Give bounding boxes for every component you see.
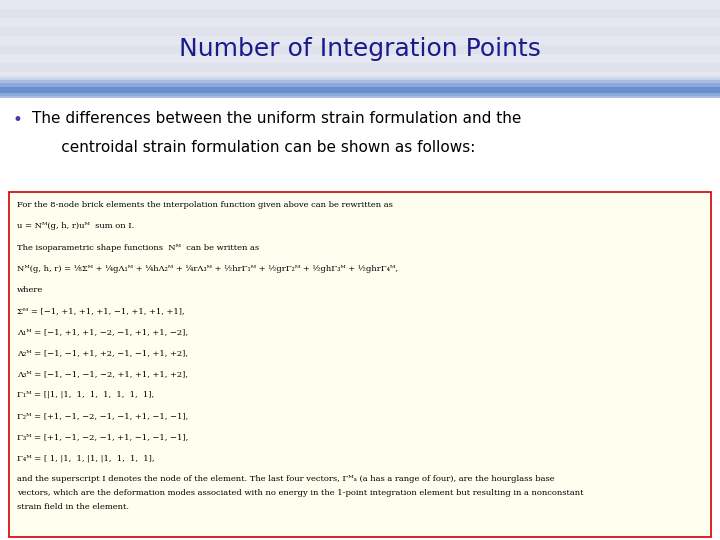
Bar: [0, 306, 720, 315]
Bar: [0, 279, 720, 288]
Bar: [0, 117, 720, 126]
Text: For the 8-node brick elements the interpolation function given above can be rewr: For the 8-node brick elements the interp…: [17, 201, 393, 210]
Bar: [0, 180, 720, 189]
Bar: [0, 96, 720, 98]
Text: u = Nᴹ(g, h, r)uᴹ  sum on I.: u = Nᴹ(g, h, r)uᴹ sum on I.: [17, 222, 135, 231]
Bar: [0, 270, 720, 279]
Bar: [0, 81, 720, 90]
Bar: [0, 45, 720, 54]
Bar: [0, 63, 720, 72]
Bar: [0, 252, 720, 261]
FancyBboxPatch shape: [9, 192, 711, 537]
Bar: [0, 234, 720, 243]
Bar: [0, 90, 720, 99]
Text: Γ₁ᴹ = [|1, |1,  1,  1,  1,  1,  1,  1],: Γ₁ᴹ = [|1, |1, 1, 1, 1, 1, 1, 1],: [17, 391, 154, 399]
Bar: [0, 396, 720, 405]
Bar: [0, 198, 720, 207]
Bar: [0, 513, 720, 522]
Bar: [0, 243, 720, 252]
Text: The differences between the uniform strain formulation and the: The differences between the uniform stra…: [32, 111, 522, 126]
Text: Nᴹ(g, h, r) = ¹⁄₈Σᴹ + ¹⁄₄gΛ₁ᴹ + ¹⁄₄hΛ₂ᴹ + ¹⁄₄rΛ₃ᴹ + ½hrΓ₁ᴹ + ½grΓ₂ᴹ + ½ghΓ₃ᴹ + ½: Nᴹ(g, h, r) = ¹⁄₈Σᴹ + ¹⁄₄gΛ₁ᴹ + ¹⁄₄hΛ₂ᴹ …: [17, 265, 398, 273]
Bar: [0, 315, 720, 324]
Bar: [0, 27, 720, 36]
Text: Γ₄ᴹ = [ 1, |1,  1, |1, |1,  1,  1,  1],: Γ₄ᴹ = [ 1, |1, 1, |1, |1, 1, 1, 1],: [17, 454, 155, 462]
Bar: [0, 76, 720, 78]
Bar: [0, 378, 720, 387]
Text: Γ₃ᴹ = [+1, −1, −2, −1, +1, −1, −1, −1],: Γ₃ᴹ = [+1, −1, −2, −1, +1, −1, −1, −1],: [17, 433, 189, 441]
Text: Γ₂ᴹ = [+1, −1, −2, −1, −1, +1, −1, −1],: Γ₂ᴹ = [+1, −1, −2, −1, −1, +1, −1, −1],: [17, 412, 189, 420]
Bar: [0, 36, 720, 45]
Bar: [0, 324, 720, 333]
Bar: [0, 72, 720, 81]
Text: Σᴹ = [−1, +1, +1, +1, −1, +1, +1, +1],: Σᴹ = [−1, +1, +1, +1, −1, +1, +1, +1],: [17, 307, 185, 315]
Bar: [0, 83, 720, 87]
Bar: [0, 99, 720, 108]
Bar: [0, 369, 720, 378]
Bar: [0, 207, 720, 216]
Text: vectors, which are the deformation modes associated with no energy in the 1-poin: vectors, which are the deformation modes…: [17, 489, 584, 497]
Bar: [0, 522, 720, 531]
Bar: [0, 342, 720, 351]
Bar: [0, 126, 720, 135]
Bar: [0, 78, 720, 80]
Bar: [0, 405, 720, 414]
Bar: [0, 351, 720, 360]
Text: centroidal strain formulation can be shown as follows:: centroidal strain formulation can be sho…: [32, 140, 476, 156]
Bar: [0, 495, 720, 504]
Bar: [0, 333, 720, 342]
Bar: [0, 261, 720, 270]
Text: Λ₂ᴹ = [−1, −1, +1, +2, −1, −1, +1, +2],: Λ₂ᴹ = [−1, −1, +1, +2, −1, −1, +1, +2],: [17, 349, 189, 357]
Text: strain field in the element.: strain field in the element.: [17, 503, 130, 511]
Text: where: where: [17, 286, 43, 294]
Bar: [0, 531, 720, 540]
Bar: [0, 162, 720, 171]
Bar: [0, 468, 720, 477]
Bar: [0, 93, 720, 96]
Bar: [0, 450, 720, 459]
Bar: [0, 486, 720, 495]
Bar: [0, 216, 720, 225]
Bar: [0, 0, 720, 9]
Bar: [0, 18, 720, 27]
Bar: [0, 80, 720, 83]
Bar: [0, 432, 720, 441]
Bar: [0, 441, 720, 450]
Bar: [0, 423, 720, 432]
Bar: [0, 108, 720, 117]
Bar: [0, 9, 720, 18]
Bar: [0, 459, 720, 468]
Text: Number of Integration Points: Number of Integration Points: [179, 37, 541, 60]
Bar: [0, 87, 720, 93]
Text: The isoparametric shape functions  Nᴹ  can be written as: The isoparametric shape functions Nᴹ can…: [17, 244, 259, 252]
Bar: [0, 477, 720, 486]
Bar: [0, 225, 720, 234]
Bar: [0, 135, 720, 144]
Bar: [0, 144, 720, 153]
Bar: [0, 288, 720, 297]
Text: Λ₁ᴹ = [−1, +1, +1, −2, −1, +1, +1, −2],: Λ₁ᴹ = [−1, +1, +1, −2, −1, +1, +1, −2],: [17, 328, 189, 336]
Text: Λ₃ᴹ = [−1, −1, −1, −2, +1, +1, +1, +2],: Λ₃ᴹ = [−1, −1, −1, −2, +1, +1, +1, +2],: [17, 370, 189, 378]
Bar: [0, 171, 720, 180]
Bar: [0, 387, 720, 396]
Bar: [0, 98, 720, 540]
Bar: [0, 153, 720, 162]
Bar: [0, 189, 720, 198]
Bar: [0, 54, 720, 63]
Bar: [0, 504, 720, 513]
Bar: [0, 297, 720, 306]
Text: •: •: [13, 111, 23, 129]
Bar: [0, 360, 720, 369]
Text: and the superscript I denotes the node of the element. The last four vectors, Γᴹ: and the superscript I denotes the node o…: [17, 475, 555, 483]
Bar: [0, 414, 720, 423]
